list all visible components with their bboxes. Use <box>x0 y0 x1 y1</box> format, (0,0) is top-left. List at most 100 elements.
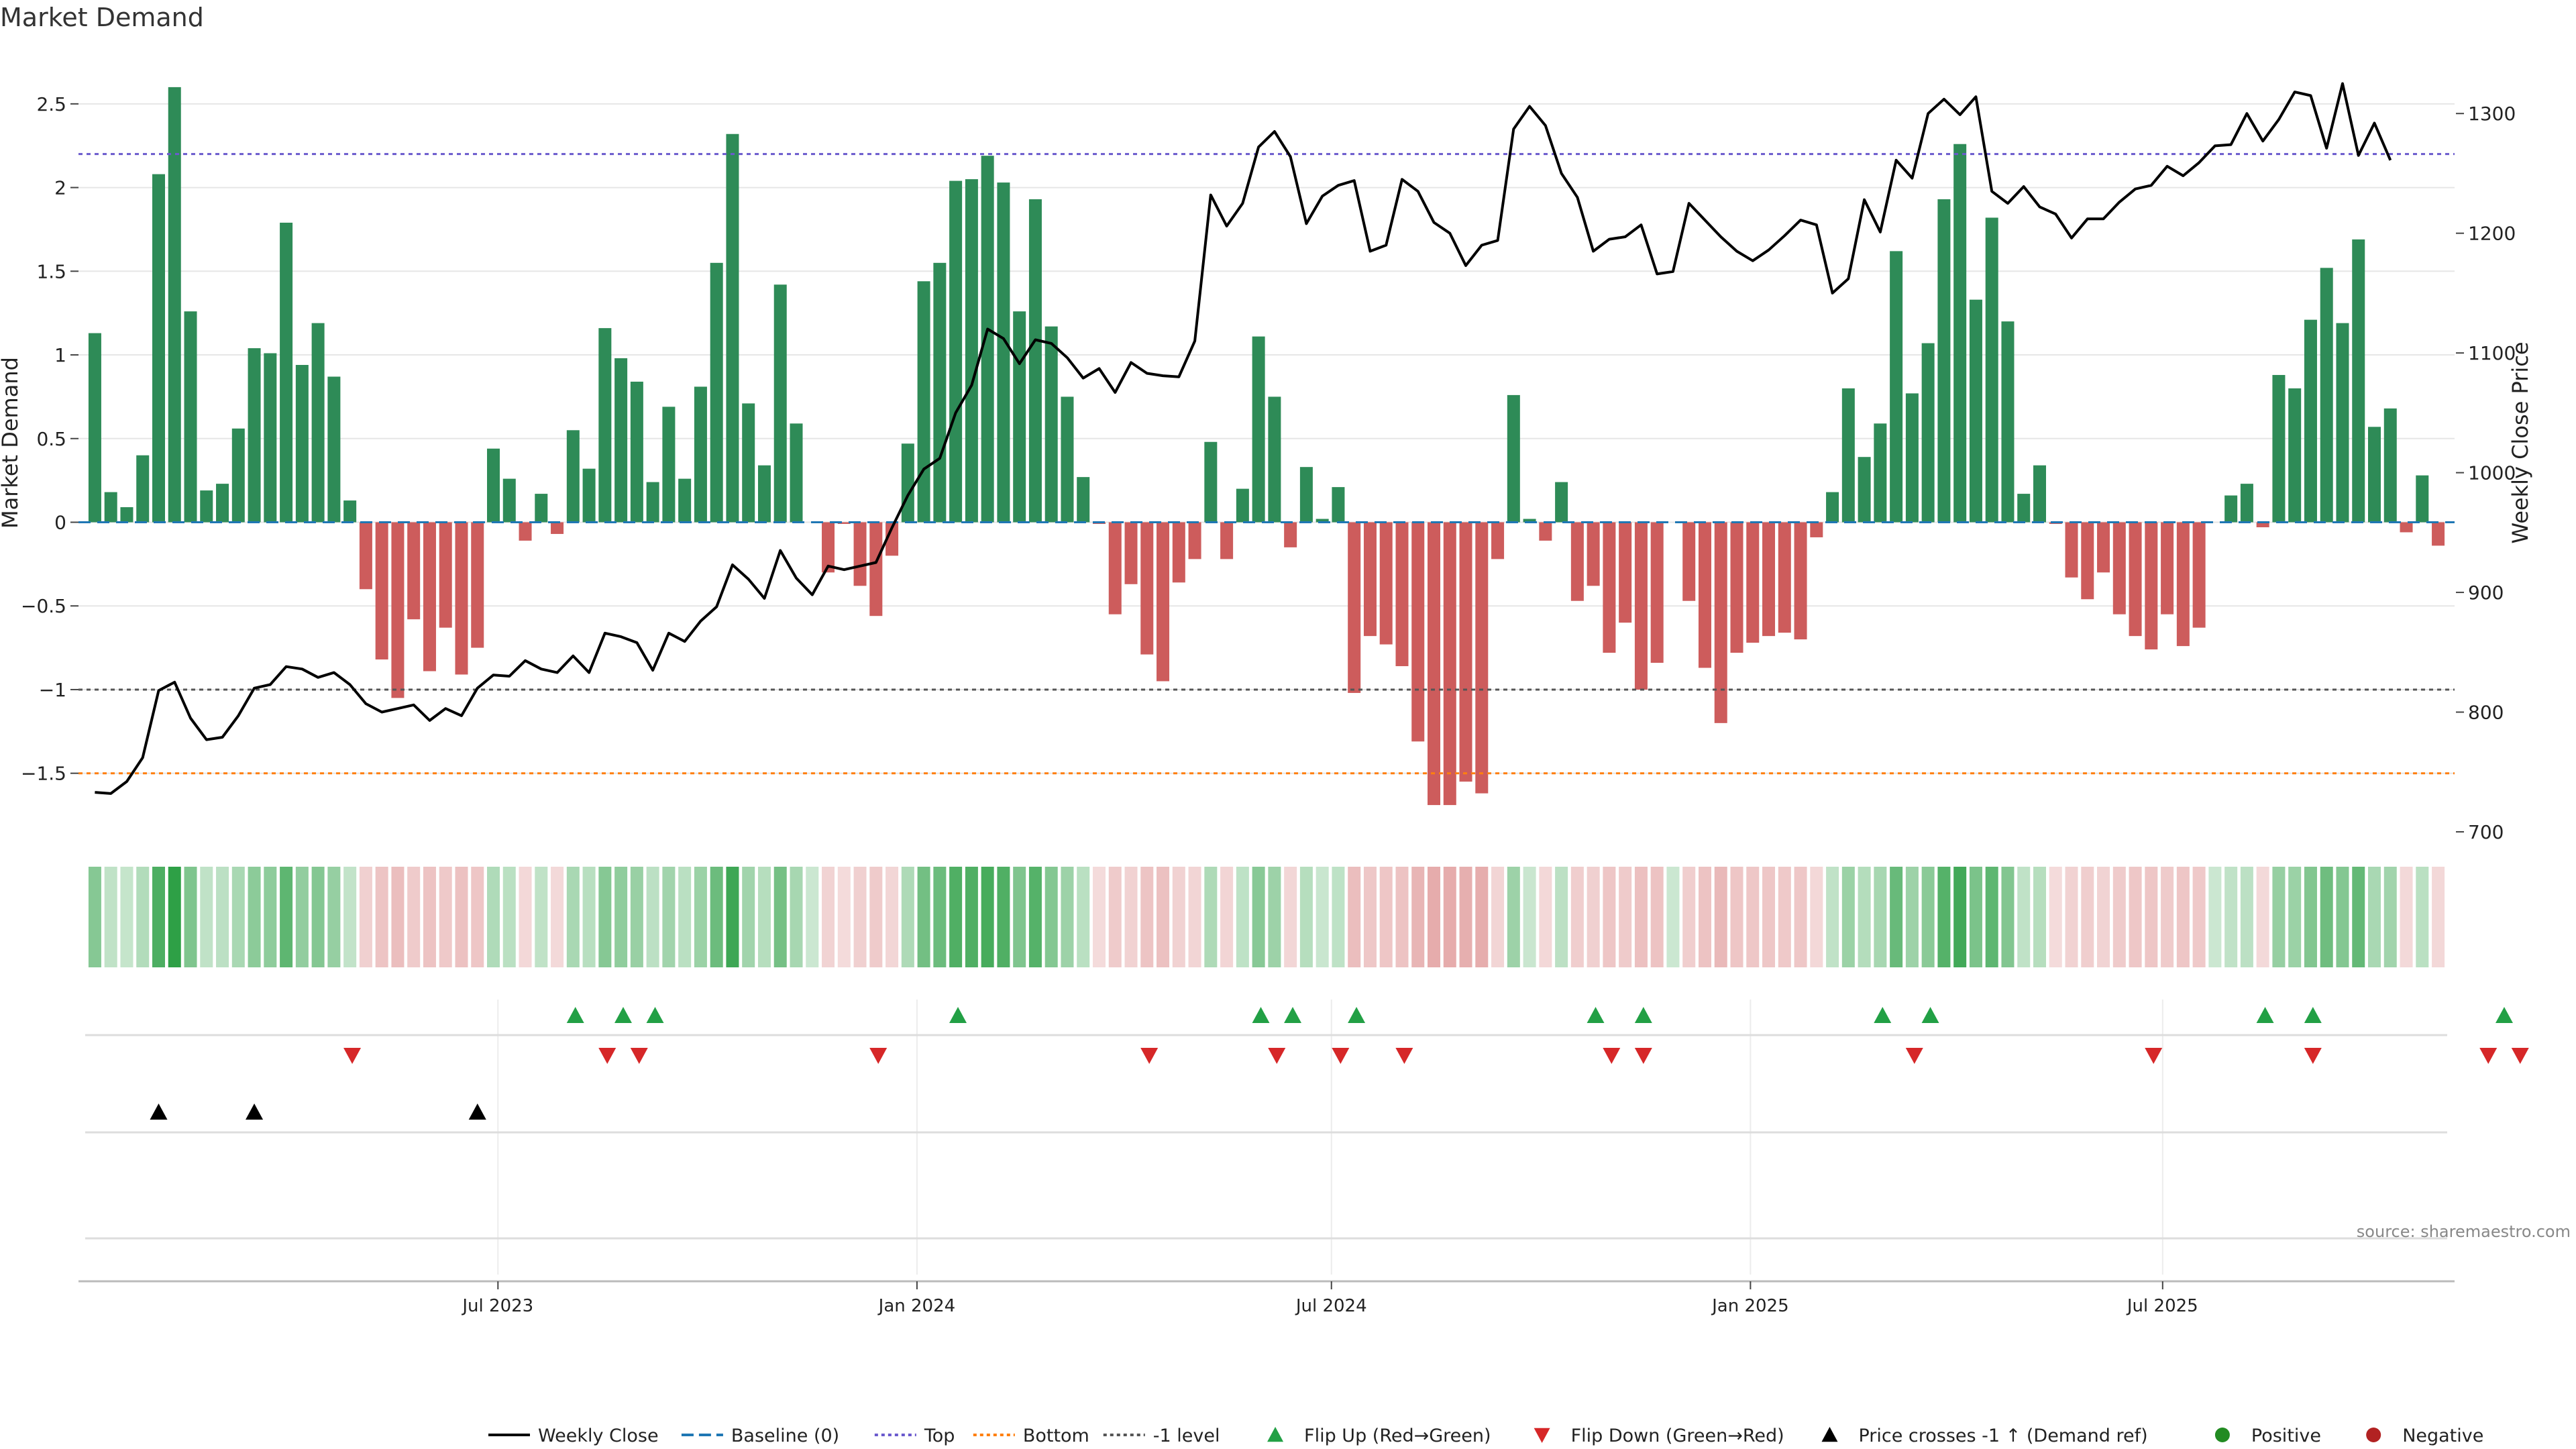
flip-down-marker <box>1268 1047 1286 1064</box>
heat-strip-cell <box>2017 867 2031 967</box>
legend-label-positive: Positive <box>2251 1426 2321 1446</box>
legend-label-price_cross: Price crosses -1 ↑ (Demand ref) <box>1858 1426 2147 1446</box>
demand-bar <box>407 522 421 620</box>
heat-strip-cell <box>1092 867 1106 967</box>
demand-bar <box>678 478 692 523</box>
demand-bar <box>1475 522 1489 794</box>
demand-bar <box>2065 522 2078 578</box>
heat-strip-cell <box>535 867 548 967</box>
heat-strip-cell <box>1459 867 1472 967</box>
demand-bar <box>933 262 947 523</box>
y-tick-label: −1.5 <box>21 763 66 785</box>
demand-bar <box>710 262 723 523</box>
heat-strip-cell <box>2352 867 2365 967</box>
demand-bar <box>2336 323 2349 523</box>
heat-strip-cell <box>2256 867 2269 967</box>
heat-strip-cell <box>1810 867 1823 967</box>
heat-strip-cell <box>1363 867 1377 967</box>
heat-strip-cell <box>184 867 197 967</box>
heat-strip-cell <box>726 867 739 967</box>
demand-bar <box>1188 522 1201 559</box>
heat-strip-cell <box>933 867 947 967</box>
heat-strip-cell <box>2033 867 2046 967</box>
demand-bar <box>1363 522 1377 637</box>
demand-bar <box>1985 217 1998 523</box>
demand-bar <box>1858 457 1871 523</box>
demand-bar <box>391 522 405 698</box>
demand-bar <box>2416 475 2429 523</box>
demand-bar <box>1905 393 1919 523</box>
x-tick-label: Jan 2024 <box>877 1296 956 1316</box>
legend-swatch-negative <box>2366 1428 2381 1442</box>
demand-bar <box>1268 396 1281 523</box>
flip-down-marker <box>598 1047 616 1064</box>
heat-strip-cell <box>1332 867 1345 967</box>
heat-strip-cell <box>1507 867 1520 967</box>
heat-strip-cell <box>1905 867 1919 967</box>
demand-bar <box>1523 519 1536 523</box>
heat-strip-cell <box>1841 867 1855 967</box>
heat-strip-cell <box>2129 867 2142 967</box>
flip-up-marker <box>1284 1007 1302 1024</box>
demand-bar <box>1316 519 1329 523</box>
heat-strip-cell <box>1666 867 1680 967</box>
y-tick-label: 2 <box>54 177 66 199</box>
demand-bar <box>1459 522 1472 782</box>
heat-strip-cell <box>997 867 1010 967</box>
price-cross-marker <box>150 1104 168 1120</box>
heat-strip-cell <box>551 867 564 967</box>
demand-bar <box>327 376 341 523</box>
demand-bar <box>1507 394 1520 523</box>
heat-strip-cell <box>2065 867 2078 967</box>
legend-label-weekly_close: Weekly Close <box>538 1426 659 1446</box>
demand-bar <box>2112 522 2126 614</box>
heat-strip-cell <box>2383 867 2397 967</box>
heat-strip-cell <box>1634 867 1648 967</box>
flip-up-marker <box>2256 1007 2274 1024</box>
heat-strip-cell <box>423 867 436 967</box>
legend-label-top: Top <box>924 1426 955 1446</box>
heat-strip-cell <box>2240 867 2253 967</box>
y-right-axis-label: Weekly Close Price <box>2508 341 2533 543</box>
heat-strip-cell <box>869 867 883 967</box>
x-tick-label: Jul 2025 <box>2126 1296 2198 1316</box>
heat-strip-cell <box>790 867 803 967</box>
y-axis-label: Market Demand <box>0 357 23 529</box>
demand-bar <box>2145 522 2158 650</box>
demand-bar <box>965 179 978 523</box>
demand-bar <box>790 423 803 523</box>
heat-strip-cell <box>2416 867 2429 967</box>
heat-strip-cell <box>853 867 867 967</box>
heat-strip-cell <box>2176 867 2190 967</box>
demand-bar <box>104 492 117 523</box>
heat-strip-cell <box>2161 867 2174 967</box>
demand-bar <box>1778 522 1791 633</box>
demand-bar <box>1077 477 1090 523</box>
demand-bar <box>566 430 580 523</box>
demand-bar <box>598 328 612 523</box>
heat-strip-cell <box>1204 867 1218 967</box>
heat-strip-cell <box>1985 867 1998 967</box>
heat-strip-cell <box>136 867 150 967</box>
x-tick-label: Jul 2024 <box>1295 1296 1367 1316</box>
demand-bar <box>2192 522 2206 628</box>
demand-bar <box>1284 522 1297 547</box>
flip-up-marker <box>2304 1007 2322 1024</box>
demand-bar <box>200 490 213 523</box>
y-tick-label: 0 <box>54 511 66 533</box>
heat-strip-cell <box>1491 867 1505 967</box>
flip-down-marker <box>869 1047 888 1064</box>
demand-bar <box>2161 522 2174 614</box>
y-right-tick-label: 1100 <box>2468 342 2516 364</box>
demand-bar <box>582 468 596 523</box>
heat-strip-cell <box>1077 867 1090 967</box>
heat-strip-cell <box>231 867 245 967</box>
demand-bar <box>1061 396 1074 523</box>
price-cross-marker <box>246 1104 264 1120</box>
flip-down-marker <box>343 1047 362 1064</box>
demand-bar <box>2432 522 2445 546</box>
y-tick-label: 1.5 <box>36 260 66 282</box>
heat-strip-cell <box>280 867 293 967</box>
legend-label-bottom: Bottom <box>1023 1426 1089 1446</box>
heat-strip-cell <box>1379 867 1393 967</box>
